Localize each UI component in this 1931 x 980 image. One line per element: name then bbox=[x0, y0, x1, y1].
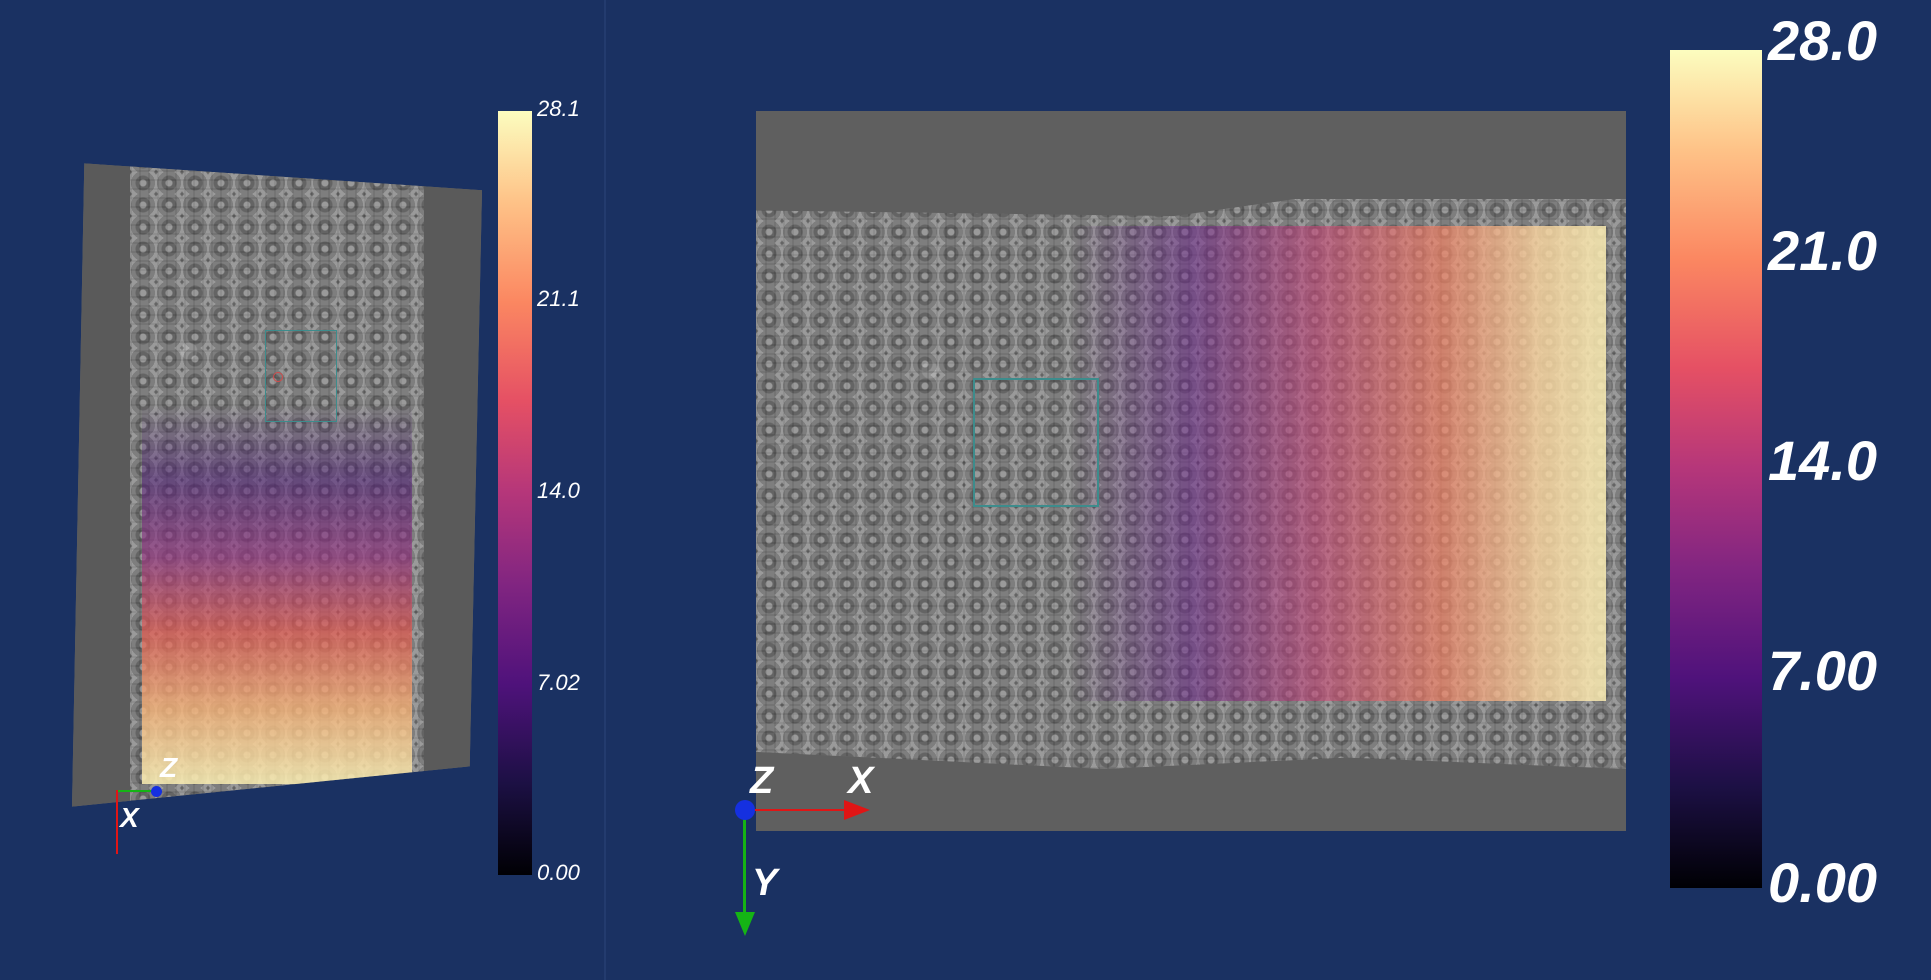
left-colorbar bbox=[498, 111, 532, 875]
viewport-divider[interactable] bbox=[604, 0, 606, 980]
left-axis-x-line bbox=[116, 790, 118, 854]
right-colorbar-tick-max: 28.0 bbox=[1768, 9, 1877, 72]
left-axis-z-line bbox=[117, 790, 159, 792]
left-colorbar-tick-4: 7.02 bbox=[537, 670, 580, 695]
right-axis-y-line bbox=[743, 810, 746, 918]
right-axis-z-label: Z bbox=[750, 760, 774, 802]
right-colorbar bbox=[1670, 50, 1762, 888]
right-ct-slice bbox=[756, 111, 1626, 831]
right-colorbar-tick-min: 0.00 bbox=[1768, 851, 1877, 914]
left-colorbar-tick-2: 21.1 bbox=[537, 286, 580, 311]
right-colorbar-tick-2: 21.0 bbox=[1768, 219, 1877, 282]
right-axis-origin bbox=[735, 800, 755, 820]
roi-center-marker[interactable] bbox=[273, 372, 283, 382]
left-3d-viewport[interactable]: 28.1 21.1 14.0 7.02 0.00 Z X bbox=[0, 0, 604, 980]
right-colorbar-tick-3: 14.0 bbox=[1768, 429, 1877, 492]
roi-box[interactable] bbox=[265, 330, 337, 422]
container-wall-right bbox=[424, 163, 482, 807]
right-colorbar-tick-4: 7.00 bbox=[1768, 639, 1877, 702]
left-axis-z-label: Z bbox=[160, 752, 178, 783]
roi-box[interactable] bbox=[973, 378, 1099, 507]
left-colorbar-tick-3: 14.0 bbox=[537, 478, 580, 503]
right-axis-x-arrow bbox=[844, 800, 870, 820]
left-colorbar-tick-max: 28.1 bbox=[537, 96, 580, 121]
left-colorbar-tick-min: 0.00 bbox=[537, 860, 580, 885]
right-axis-x-label: X bbox=[848, 760, 874, 802]
right-axis-x-line bbox=[746, 809, 846, 811]
right-axis-y-arrow bbox=[735, 912, 755, 936]
left-axis-origin bbox=[151, 786, 162, 797]
displacement-field-overlay bbox=[781, 226, 1606, 701]
left-ct-slice bbox=[72, 163, 482, 807]
displacement-field-overlay bbox=[142, 405, 412, 784]
right-axis-y-label: Y bbox=[752, 862, 778, 904]
container-wall-left bbox=[72, 163, 130, 807]
left-axis-x-label: X bbox=[120, 802, 139, 833]
